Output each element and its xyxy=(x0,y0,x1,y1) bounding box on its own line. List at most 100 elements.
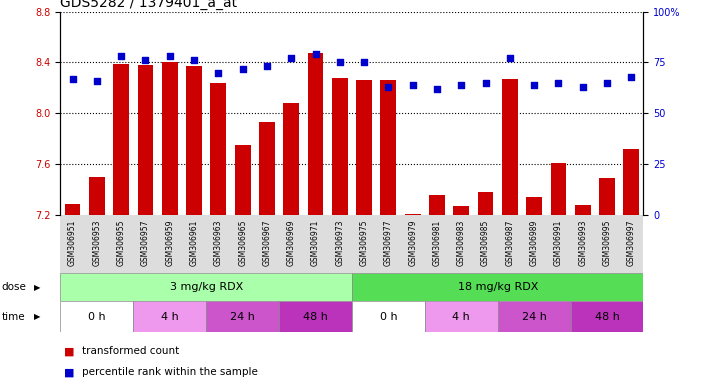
Text: 3 mg/kg RDX: 3 mg/kg RDX xyxy=(169,282,243,292)
Bar xyxy=(429,195,445,215)
Point xyxy=(383,84,394,90)
Text: GSM306953: GSM306953 xyxy=(92,220,102,266)
Point xyxy=(213,70,224,76)
Bar xyxy=(356,80,372,215)
Bar xyxy=(352,273,643,301)
Point xyxy=(528,82,540,88)
Text: GSM306957: GSM306957 xyxy=(141,220,150,266)
Text: GSM306979: GSM306979 xyxy=(408,220,417,266)
Text: transformed count: transformed count xyxy=(82,346,179,356)
Point xyxy=(407,82,418,88)
Text: GSM306985: GSM306985 xyxy=(481,220,490,266)
Bar xyxy=(478,192,493,215)
Point xyxy=(432,86,443,92)
Bar xyxy=(283,103,299,215)
Bar xyxy=(134,301,206,332)
Point xyxy=(286,55,297,61)
Text: 0 h: 0 h xyxy=(380,312,397,322)
Bar xyxy=(380,80,396,215)
Bar xyxy=(206,301,279,332)
Bar xyxy=(352,301,425,332)
Text: 48 h: 48 h xyxy=(303,312,328,322)
Point xyxy=(67,76,78,82)
Point xyxy=(91,78,102,84)
Text: GSM306971: GSM306971 xyxy=(311,220,320,266)
Bar xyxy=(574,205,591,215)
Text: 48 h: 48 h xyxy=(594,312,619,322)
Text: GSM306995: GSM306995 xyxy=(602,220,611,266)
Text: GSM306991: GSM306991 xyxy=(554,220,563,266)
Point xyxy=(577,84,589,90)
Point xyxy=(480,79,491,86)
Text: GSM306997: GSM306997 xyxy=(627,220,636,266)
Bar xyxy=(259,122,275,215)
Bar xyxy=(570,301,643,332)
Point xyxy=(358,59,370,65)
Bar xyxy=(137,65,154,215)
Bar xyxy=(498,301,570,332)
Text: 0 h: 0 h xyxy=(88,312,106,322)
Point xyxy=(504,55,515,61)
Point xyxy=(310,51,321,57)
Bar xyxy=(279,301,352,332)
Text: GSM306963: GSM306963 xyxy=(214,220,223,266)
Text: 24 h: 24 h xyxy=(522,312,547,322)
Text: GSM306951: GSM306951 xyxy=(68,220,77,266)
Point xyxy=(456,82,467,88)
Text: GSM306987: GSM306987 xyxy=(506,220,514,266)
Text: ■: ■ xyxy=(64,367,75,377)
Text: ■: ■ xyxy=(64,346,75,356)
Bar xyxy=(624,149,639,215)
Text: GSM306973: GSM306973 xyxy=(336,220,344,266)
Text: 24 h: 24 h xyxy=(230,312,255,322)
Text: 4 h: 4 h xyxy=(161,312,178,322)
Bar xyxy=(210,83,226,215)
Bar xyxy=(113,64,129,215)
Point xyxy=(140,57,151,63)
Bar xyxy=(332,78,348,215)
Text: percentile rank within the sample: percentile rank within the sample xyxy=(82,367,257,377)
Point xyxy=(602,79,613,86)
Bar xyxy=(186,66,202,215)
Point xyxy=(115,53,127,60)
Text: GSM306989: GSM306989 xyxy=(530,220,539,266)
Text: GSM306981: GSM306981 xyxy=(432,220,442,266)
Bar xyxy=(526,197,542,215)
Bar xyxy=(424,301,498,332)
Text: 18 mg/kg RDX: 18 mg/kg RDX xyxy=(457,282,538,292)
Text: GSM306983: GSM306983 xyxy=(456,220,466,266)
Point xyxy=(626,74,637,80)
Text: ▶: ▶ xyxy=(34,283,41,291)
Text: GDS5282 / 1379401_a_at: GDS5282 / 1379401_a_at xyxy=(60,0,237,10)
Text: GSM306955: GSM306955 xyxy=(117,220,126,266)
Bar xyxy=(162,62,178,215)
Text: GSM306965: GSM306965 xyxy=(238,220,247,266)
Bar xyxy=(502,79,518,215)
Point xyxy=(552,79,564,86)
Text: 4 h: 4 h xyxy=(452,312,470,322)
Bar xyxy=(60,301,134,332)
Bar xyxy=(65,204,80,215)
Bar xyxy=(308,53,324,215)
Bar xyxy=(60,273,352,301)
Bar xyxy=(599,178,615,215)
Text: GSM306959: GSM306959 xyxy=(165,220,174,266)
Point xyxy=(334,59,346,65)
Text: ▶: ▶ xyxy=(34,312,41,321)
Text: dose: dose xyxy=(1,282,26,292)
Point xyxy=(188,57,200,63)
Text: GSM306961: GSM306961 xyxy=(190,220,198,266)
Bar xyxy=(550,163,567,215)
Text: GSM306993: GSM306993 xyxy=(578,220,587,266)
Bar xyxy=(454,206,469,215)
Text: GSM306975: GSM306975 xyxy=(360,220,368,266)
Point xyxy=(237,65,248,71)
Text: GSM306967: GSM306967 xyxy=(262,220,272,266)
Point xyxy=(261,63,272,70)
Point xyxy=(164,53,176,60)
Bar xyxy=(235,145,250,215)
Bar xyxy=(405,214,421,215)
Text: GSM306969: GSM306969 xyxy=(287,220,296,266)
Text: GSM306977: GSM306977 xyxy=(384,220,393,266)
Text: time: time xyxy=(1,312,25,322)
